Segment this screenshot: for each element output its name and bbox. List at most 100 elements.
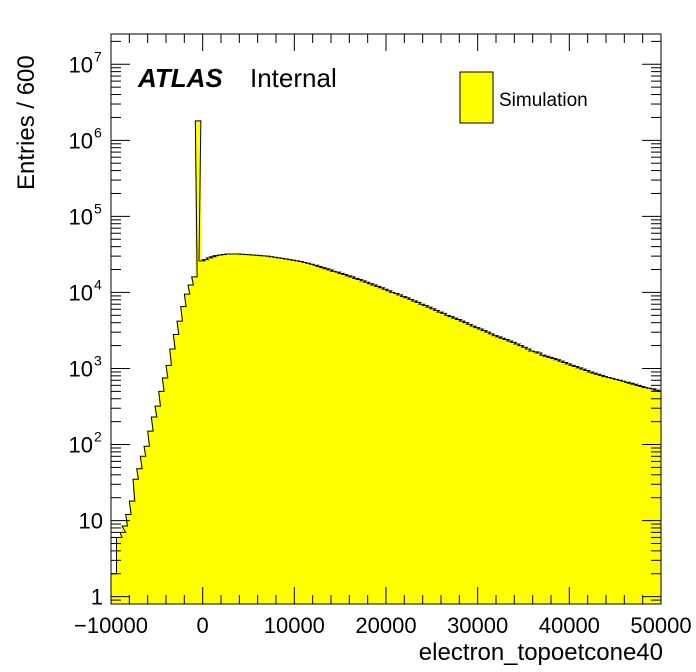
histogram-bar <box>382 289 389 604</box>
histogram-bar <box>602 376 609 604</box>
histogram-bar <box>576 367 583 604</box>
histogram-bar <box>144 446 150 604</box>
x-tick-label: 50000 <box>630 613 691 638</box>
histogram-bar <box>169 349 176 604</box>
histogram-bar <box>243 254 249 605</box>
histogram-bar <box>455 319 462 604</box>
histogram-bar <box>342 274 348 604</box>
histogram-bar <box>646 388 653 604</box>
histogram-bar <box>375 286 381 604</box>
histogram-bar <box>653 390 660 604</box>
y-tick-exponent: 6 <box>94 124 102 140</box>
histogram-bar <box>122 525 128 604</box>
histogram-bar <box>287 259 293 604</box>
y-tick-label: 10 <box>79 509 103 534</box>
histogram-bar <box>419 304 425 604</box>
histogram-bar <box>609 378 616 604</box>
histogram-bar <box>415 302 422 604</box>
histogram-bar <box>404 297 411 604</box>
histogram-bar <box>257 255 264 604</box>
histogram-bar <box>279 258 286 604</box>
histogram-bar <box>529 350 535 604</box>
histogram-bar <box>558 361 565 604</box>
histogram-bar <box>613 379 620 604</box>
histogram-bar <box>411 301 418 604</box>
histogram-bar <box>400 296 407 604</box>
histogram-bar <box>584 370 590 604</box>
histogram-bar <box>437 312 444 604</box>
histogram-bar <box>345 275 352 604</box>
histogram-bar <box>210 256 216 604</box>
histogram-bar <box>338 273 345 604</box>
histogram-bar <box>323 268 330 604</box>
histogram-bar <box>213 255 220 604</box>
histogram-bar <box>356 279 363 604</box>
histogram-bar <box>147 431 154 604</box>
histogram-bars <box>111 120 662 605</box>
histogram-bar <box>202 259 209 604</box>
histogram-bar <box>540 355 546 604</box>
histogram-bar <box>386 290 392 604</box>
histogram-bar <box>617 380 623 604</box>
histogram-bar <box>129 501 136 604</box>
histogram-bar <box>591 373 598 604</box>
histogram-bar <box>393 293 400 604</box>
x-tick-label: 10000 <box>264 613 325 638</box>
x-axis-title: electron_topoetcone40 <box>419 639 663 666</box>
legend-swatch <box>459 71 494 124</box>
histogram-bar <box>111 573 117 604</box>
histogram-bar <box>496 336 502 604</box>
histogram-bar <box>551 358 557 604</box>
histogram-bar <box>331 271 337 604</box>
histogram-bar <box>166 365 172 604</box>
histogram-bar <box>301 262 308 604</box>
histogram-bar <box>312 265 319 604</box>
histogram-bar <box>628 383 634 604</box>
histogram-bar <box>426 307 433 604</box>
histogram-bar <box>199 260 205 604</box>
histogram-bar <box>481 330 488 604</box>
histogram-bar <box>466 324 473 604</box>
histogram-bar <box>276 257 282 604</box>
internal-label: Internal <box>250 63 337 93</box>
histogram-bar <box>488 333 495 604</box>
histogram-bar <box>448 316 455 604</box>
histogram-bar <box>397 294 403 604</box>
x-tick-label: 0 <box>197 613 209 638</box>
histogram-bar <box>272 257 279 604</box>
histogram-bar <box>532 351 539 604</box>
histogram-bar <box>547 357 554 604</box>
histogram-bar <box>250 255 257 604</box>
histogram-bar <box>177 321 183 604</box>
y-axis-title: Entries / 600 <box>13 55 40 190</box>
y-tick-label: 10 <box>69 280 93 305</box>
y-tick-label: 10 <box>69 204 93 229</box>
histogram-bar <box>408 299 414 604</box>
histogram-bar <box>580 369 587 604</box>
histogram-bar <box>503 339 510 604</box>
histogram-bar <box>206 257 213 604</box>
histogram-bar <box>184 294 191 604</box>
histogram-bar <box>492 335 499 604</box>
histogram-bar <box>173 334 180 604</box>
histogram-bar <box>569 365 576 604</box>
histogram-bar <box>232 254 238 604</box>
y-tick-exponent: 3 <box>94 352 102 368</box>
histogram-bar <box>452 318 458 604</box>
histogram-bar <box>565 363 572 604</box>
histogram-bar <box>327 269 334 604</box>
y-tick-exponent: 4 <box>94 276 102 292</box>
histogram-bar <box>228 254 235 604</box>
histogram-bar <box>642 387 649 604</box>
x-tick-label: 20000 <box>355 613 416 638</box>
histogram-bar <box>543 356 550 604</box>
legend-label: Simulation <box>499 90 588 111</box>
y-tick-exponent: 2 <box>94 429 102 445</box>
histogram-bar <box>283 259 290 604</box>
histogram-bar <box>116 537 123 604</box>
histogram-bar <box>195 120 202 604</box>
y-tick-exponent: 5 <box>94 200 102 216</box>
histogram-bar <box>162 377 169 604</box>
